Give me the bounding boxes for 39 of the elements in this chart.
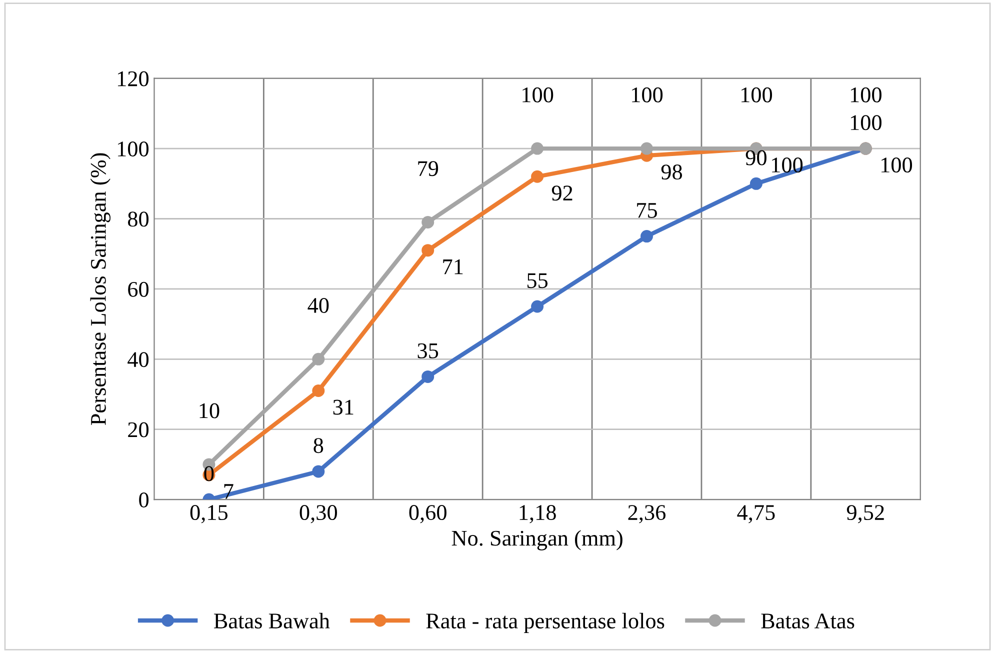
x-tick-label: 2,36 bbox=[628, 505, 666, 524]
data-label: 35 bbox=[418, 343, 438, 358]
data-label: 31 bbox=[333, 400, 354, 415]
y-tick-label: 60 bbox=[128, 282, 149, 297]
y-tick-label: 100 bbox=[118, 141, 149, 156]
data-label: 90 bbox=[746, 150, 766, 166]
y-axis-title: Persentase Lolos Saringan (%) bbox=[90, 153, 110, 426]
data-label: 79 bbox=[418, 161, 438, 176]
y-tick-label: 40 bbox=[128, 352, 149, 368]
data-label: 10 bbox=[200, 403, 220, 418]
data-label: 75 bbox=[637, 203, 657, 218]
y-tick-label: 120 bbox=[118, 71, 149, 86]
data-label: 100 bbox=[632, 87, 663, 102]
data-label: 8 bbox=[314, 438, 324, 454]
y-tick-label: 80 bbox=[128, 212, 149, 227]
x-axis-title: No. Saringan (mm) bbox=[452, 530, 622, 550]
data-label: 92 bbox=[552, 186, 572, 201]
x-tick-label: 0,15 bbox=[190, 505, 228, 524]
data-label: 40 bbox=[308, 298, 329, 313]
x-tick-label: 0,30 bbox=[300, 505, 337, 524]
legend-label: Batas Bawah bbox=[214, 612, 330, 628]
data-label: 71 bbox=[443, 259, 463, 274]
data-label: 98 bbox=[661, 164, 682, 180]
x-tick-label: 0,60 bbox=[409, 505, 446, 524]
data-label: 100 bbox=[850, 87, 882, 102]
data-label: 100 bbox=[522, 87, 554, 102]
x-tick-label: 4,75 bbox=[737, 505, 775, 524]
legend-label: Rata - rata persentase lolos bbox=[426, 612, 664, 633]
data-label: 55 bbox=[527, 273, 548, 288]
data-label: 0 bbox=[204, 466, 214, 482]
y-tick-label: 0 bbox=[139, 492, 149, 508]
x-tick-label: 1,18 bbox=[520, 505, 556, 524]
data-label: 100 bbox=[850, 115, 882, 130]
data-label: 100 bbox=[881, 158, 912, 173]
y-tick-label: 20 bbox=[128, 422, 149, 438]
x-tick-label: 9,52 bbox=[846, 505, 884, 524]
legend-label: Batas Atas bbox=[761, 614, 854, 628]
data-label: 100 bbox=[772, 158, 803, 173]
data-label: 100 bbox=[741, 87, 772, 102]
